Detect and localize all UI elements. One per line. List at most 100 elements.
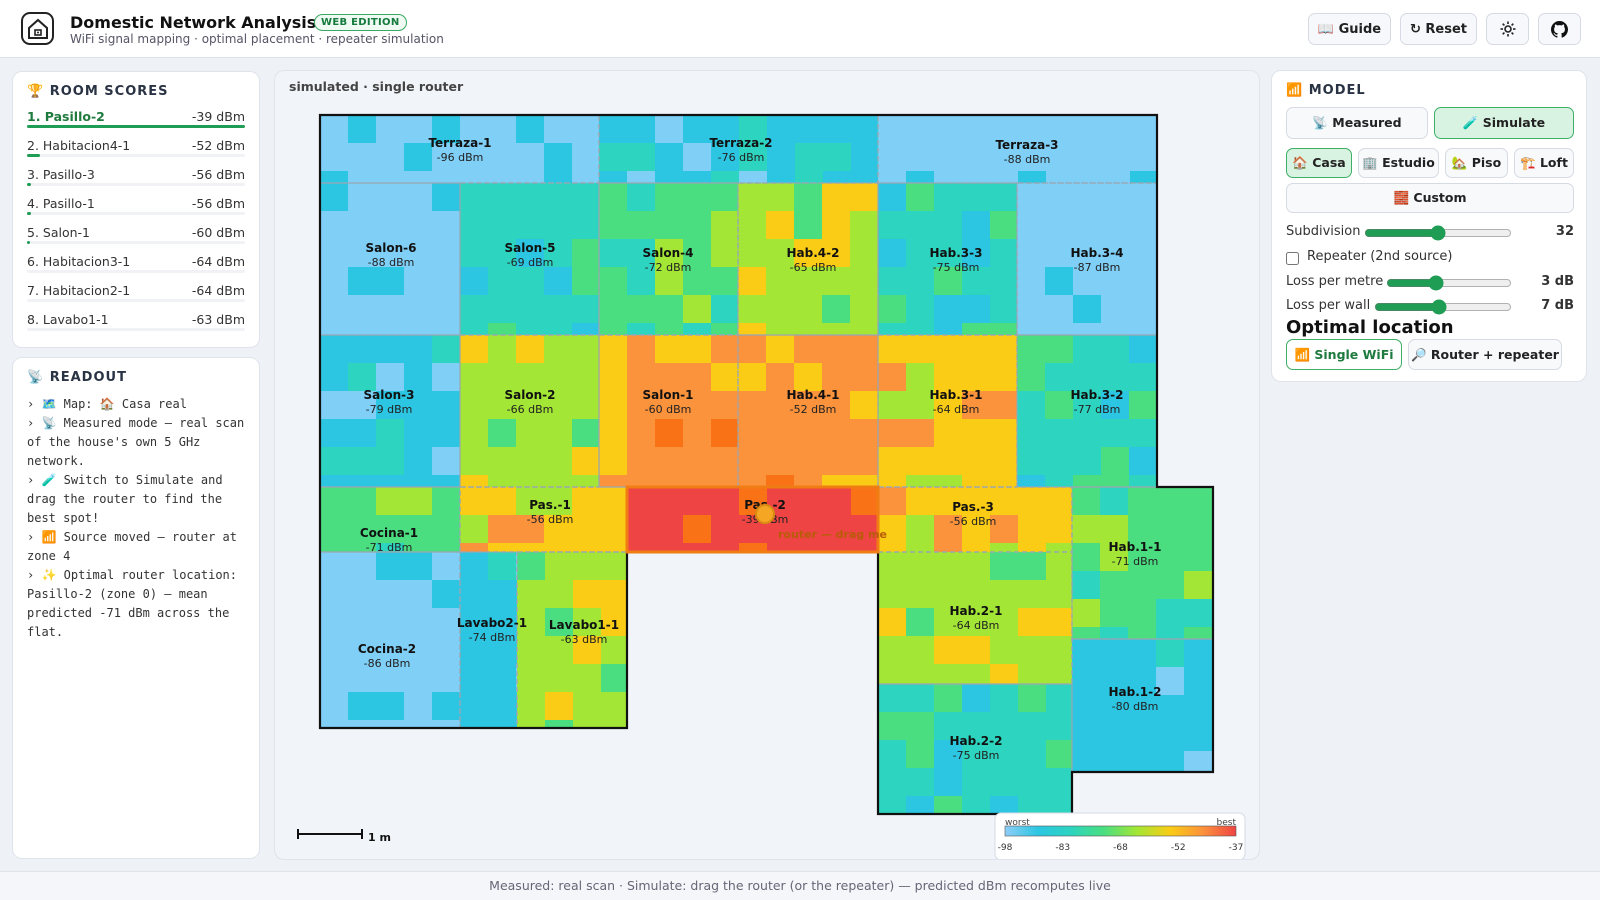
readout-title: 📡 READOUT xyxy=(27,370,127,385)
map-piso-button[interactable]: 🏡 Piso xyxy=(1445,148,1508,178)
loss-metre-slider[interactable] xyxy=(1386,276,1512,290)
heatmap-cell xyxy=(962,115,990,143)
heatmap-cell xyxy=(1129,391,1157,419)
room-score-name: 6. Habitacion3-1 xyxy=(27,254,131,269)
room-dbm: -74 dBm xyxy=(469,631,516,644)
heatmap-cell xyxy=(432,267,460,295)
heatmap-cell xyxy=(320,239,348,267)
heatmap-cell xyxy=(1072,515,1100,543)
heatmap-cell xyxy=(655,239,683,267)
heatmap-cell xyxy=(683,335,711,363)
readout-panel: 📡 READOUT › 🗺️ Map: 🏠 Casa real › 📡 Meas… xyxy=(12,357,260,859)
heatmap-cell xyxy=(990,552,1018,580)
loss-wall-slider[interactable] xyxy=(1374,300,1512,314)
room-score-item[interactable]: 5. Salon-1 -60 dBm xyxy=(27,225,245,249)
subdivision-slider[interactable] xyxy=(1364,226,1512,240)
heatmap-cell xyxy=(376,419,404,447)
heatmap-cell xyxy=(1045,391,1073,419)
heatmap-cell xyxy=(1017,363,1045,391)
room-divider xyxy=(877,334,1018,488)
room-name: Salon-6 xyxy=(366,241,417,255)
edition-badge: WEB EDITION xyxy=(314,14,407,31)
room-name: Terraza-1 xyxy=(428,136,491,150)
room-name: Hab.2-2 xyxy=(950,734,1003,748)
heatmap-cell xyxy=(376,552,404,580)
room-score-item[interactable]: 1. Pasillo-2 -39 dBm xyxy=(27,109,245,133)
room-dbm: -87 dBm xyxy=(1074,261,1121,274)
room-name: Hab.2-1 xyxy=(950,604,1003,618)
heatmap-cell xyxy=(1017,475,1045,487)
heatmap-cell xyxy=(376,211,404,239)
heatmap-cell xyxy=(404,267,432,295)
room-score-item[interactable]: 3. Pasillo-3 -56 dBm xyxy=(27,167,245,191)
loss-wall-row: Loss per wall 7 dB xyxy=(1286,298,1574,318)
simulate-mode-button[interactable]: 🧪 Simulate xyxy=(1434,107,1574,139)
heatmap-cell xyxy=(1130,171,1157,183)
router-repeater-button[interactable]: 🔎 Router + repeater xyxy=(1408,339,1562,370)
heatmap-cell xyxy=(627,543,655,552)
heatmap-cell xyxy=(348,267,376,295)
heatmap-cell xyxy=(376,363,404,391)
heatmap-cell xyxy=(1100,543,1128,571)
room-score-bar-fill xyxy=(27,125,245,128)
heatmap-cell xyxy=(516,487,544,515)
readout-line: › 📶 Source moved — router at zone 4 xyxy=(27,530,238,563)
router-handle[interactable] xyxy=(755,504,775,524)
heatmap-cell xyxy=(1102,143,1130,171)
heatmap-cell xyxy=(990,391,1017,419)
guide-button[interactable]: 📖 Guide xyxy=(1308,13,1391,45)
map-casa-button[interactable]: 🏠 Casa xyxy=(1286,148,1352,178)
heatmap-cell xyxy=(794,211,822,239)
room-score-item[interactable]: 6. Habitacion3-1 -64 dBm xyxy=(27,254,245,278)
room-dbm: -79 dBm xyxy=(366,403,413,416)
theme-toggle-button[interactable] xyxy=(1486,13,1529,45)
custom-map-button[interactable]: 🧱 Custom xyxy=(1286,183,1574,213)
map-estudio-button[interactable]: 🏢 Estudio xyxy=(1358,148,1439,178)
room-score-bar xyxy=(27,241,245,244)
room-score-bar xyxy=(27,270,245,273)
heatmap-cell xyxy=(545,608,573,636)
room-scores-title: 🏆 ROOM SCORES xyxy=(27,84,169,99)
heatmap-cell xyxy=(962,323,990,335)
app-header: Domestic Network Analysis WEB EDITION Wi… xyxy=(0,0,1600,58)
heatmap-cell xyxy=(962,239,990,267)
room-dbm: -65 dBm xyxy=(790,261,837,274)
heatmap-cell xyxy=(683,143,711,171)
heatmap-cell xyxy=(738,323,766,335)
single-wifi-button[interactable]: 📶 Single WiFi xyxy=(1286,339,1402,370)
room-dbm: -71 dBm xyxy=(366,541,413,554)
room-score-item[interactable]: 4. Pasillo-1 -56 dBm xyxy=(27,196,245,220)
room-name: Lavabo1-1 xyxy=(549,618,619,632)
heatmap-cell xyxy=(822,183,850,211)
room-score-value: -56 dBm xyxy=(191,167,245,182)
heatmap-cell xyxy=(711,363,738,391)
heatmap-cell xyxy=(711,171,739,183)
heatmap-cell xyxy=(572,239,599,267)
heatmap-cell xyxy=(320,391,348,419)
repeater-checkbox[interactable] xyxy=(1286,252,1299,265)
reset-button[interactable]: ↻ Reset xyxy=(1400,13,1477,45)
measured-mode-button[interactable]: 📡 Measured xyxy=(1286,107,1428,139)
room-score-item[interactable]: 8. Lavabo1-1 -63 dBm xyxy=(27,312,245,336)
heatmap-cell xyxy=(544,171,572,183)
heatmap-cell xyxy=(906,363,934,391)
github-icon xyxy=(1551,20,1568,38)
floorplan-panel: simulated · single router Terraza-1 -96 d… xyxy=(274,70,1260,860)
room-name: Salon-3 xyxy=(364,388,415,402)
model-title: 📶 MODEL xyxy=(1286,83,1366,98)
heatmap-cell xyxy=(962,211,990,239)
map-loft-button[interactable]: 🏗️ Loft xyxy=(1514,148,1574,178)
room-name: Salon-2 xyxy=(505,388,556,402)
github-button[interactable] xyxy=(1538,13,1581,45)
heatmap-cell xyxy=(545,692,573,720)
heatmap-cell xyxy=(878,183,906,211)
room-score-item[interactable]: 2. Habitacion4-1 -52 dBm xyxy=(27,138,245,162)
heatmap-cell xyxy=(1046,543,1072,552)
room-score-bar-fill xyxy=(27,212,31,215)
heatmap-cell xyxy=(795,171,823,183)
floorplan-heatmap[interactable]: Terraza-1-96 dBm Terraza-2-76 dBm Terraza-… xyxy=(275,71,1259,859)
heatmap-cell xyxy=(432,580,460,608)
heatmap-cell xyxy=(1073,295,1101,323)
room-score-item[interactable]: 7. Habitacion2-1 -64 dBm xyxy=(27,283,245,307)
room-dbm: -88 dBm xyxy=(1004,153,1051,166)
